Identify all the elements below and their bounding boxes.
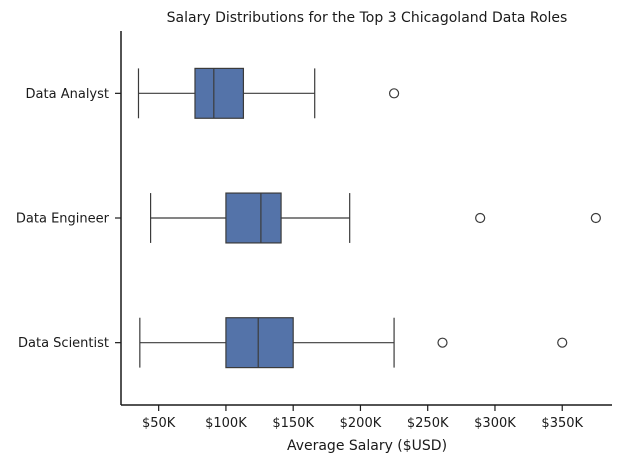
iqr-box [225,192,282,244]
iqr-box [194,67,245,119]
box-data-engineer [149,192,601,244]
outlier-point [590,212,601,224]
iqr-box [225,317,294,369]
y-tick-label: Data Analyst [26,87,109,102]
outlier-point [557,337,568,348]
x-tick-label: $350K [541,416,583,431]
x-tick-label: $50K [142,416,176,431]
x-tick-label: $100K [205,416,247,431]
axes-layer: $50K $100K $150K $200K $250K $300K $350K Data A… [16,31,612,431]
x-tick-label: $300K [474,416,516,431]
x-tick-label: $150K [272,416,314,431]
chart-title: Salary Distributions for the Top 3 Chica… [167,10,568,26]
outlier-point [388,88,400,99]
outlier-point [437,337,448,348]
y-tick-label: Data Scientist [18,336,109,351]
x-tick-label: $200K [340,416,382,431]
x-axis-label: Average Salary ($USD) [287,438,447,454]
boxes-layer [137,67,601,369]
x-tick-label: $250K [407,416,449,431]
box-data-scientist [139,317,568,369]
y-tick-label: Data Engineer [16,212,110,227]
outlier-point [475,212,486,224]
box-data-analyst [137,67,400,119]
